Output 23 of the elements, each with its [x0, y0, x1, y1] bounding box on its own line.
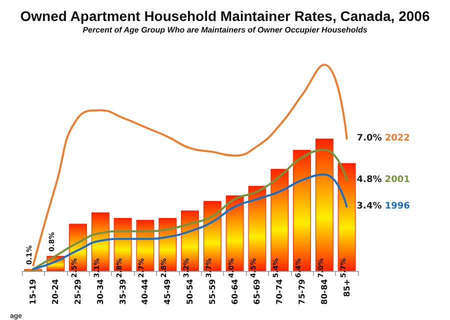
x-tick-label: 30-34: [96, 278, 105, 305]
x-tick-label: 40-44: [140, 278, 150, 305]
data-label: 7.0%: [356, 134, 382, 144]
x-tick-label: 75-79: [298, 278, 306, 305]
x-tick-label: 25-29: [74, 278, 82, 305]
data-label: 4.8%: [356, 175, 382, 186]
x-tick-label: 50-54: [186, 278, 194, 305]
x-tick-label: 20-24: [51, 278, 60, 305]
data-label: 3.4%: [356, 202, 382, 212]
x-tick-label: 15-19: [28, 278, 38, 305]
x-tick-label: 45-49: [163, 278, 172, 305]
x-tick-label: 35-39: [118, 278, 128, 305]
x-tick-label: 80-84: [320, 278, 329, 305]
text: 2001: [384, 175, 410, 186]
x-tick-label: 65-69: [252, 278, 262, 305]
x-tick-label: 55-59: [208, 278, 217, 305]
chart-title: Owned Apartment Household Maintainer Rates, Canada, 2006: [20, 8, 430, 24]
chart-subtitle: Percent of Age Group Who are Maintainers of Owner Occupier Households: [82, 26, 368, 34]
text: 2022: [384, 134, 410, 144]
x-tick-label: 60-64: [230, 278, 240, 305]
text: 1996: [384, 202, 410, 212]
x-tick-label: 70-74: [275, 278, 284, 305]
x-tick-label: 85+: [342, 279, 352, 297]
